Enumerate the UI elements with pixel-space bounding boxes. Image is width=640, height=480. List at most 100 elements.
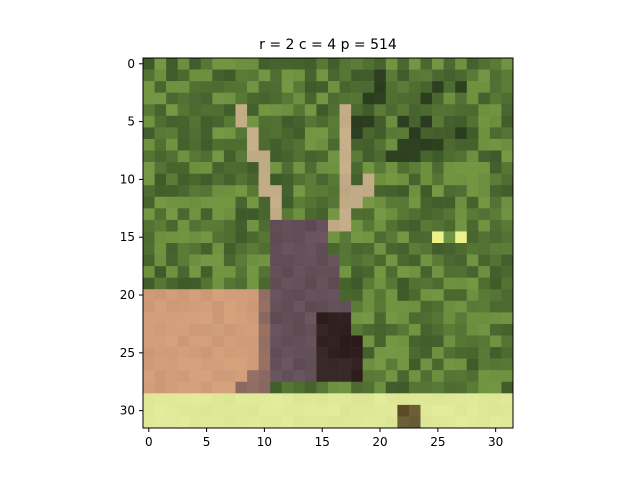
image-pixel [408, 58, 421, 70]
image-pixel [154, 69, 167, 82]
y-tick-label: 30 [120, 404, 135, 418]
image-pixel [293, 243, 306, 255]
image-pixel [443, 404, 456, 417]
image-pixel [351, 138, 363, 151]
image-pixel [501, 300, 514, 313]
image-pixel [223, 58, 236, 70]
image-pixel [362, 358, 375, 371]
image-pixel [501, 416, 514, 429]
image-pixel [351, 312, 363, 325]
image-pixel [328, 81, 340, 93]
image-pixel [489, 335, 502, 348]
image-pixel [489, 115, 502, 128]
image-pixel [501, 58, 514, 70]
image-pixel [189, 335, 202, 348]
image-pixel [362, 381, 375, 394]
image-pixel [466, 69, 479, 82]
image-pixel [270, 185, 283, 198]
image-pixel [362, 208, 375, 221]
image-pixel [455, 266, 468, 278]
image-pixel [293, 347, 306, 359]
image-pixel [316, 58, 329, 70]
image-pixel [143, 208, 155, 221]
image-pixel [166, 404, 178, 417]
image-pixel [200, 69, 213, 82]
image-pixel [304, 404, 317, 417]
image-pixel [247, 254, 259, 267]
image-pixel [223, 416, 236, 429]
image-pixel [328, 416, 340, 429]
image-pixel [154, 208, 167, 221]
image-pixel [374, 254, 387, 267]
image-pixel [177, 347, 190, 359]
image-pixel [177, 381, 190, 394]
image-pixel [432, 312, 444, 325]
image-pixel [316, 381, 329, 394]
image-pixel [362, 347, 375, 359]
image-pixel [328, 393, 340, 406]
image-pixel [235, 300, 248, 313]
image-pixel [397, 358, 410, 371]
image-pixel [351, 323, 363, 336]
image-pixel [420, 58, 433, 70]
image-pixel [351, 115, 363, 128]
image-pixel [166, 219, 178, 232]
image-pixel [374, 58, 387, 70]
image-pixel [455, 150, 468, 163]
image-pixel [478, 58, 491, 70]
image-pixel [200, 404, 213, 417]
image-pixel [177, 138, 190, 151]
image-pixel [420, 289, 433, 302]
image-pixel [293, 92, 306, 105]
image-pixel [408, 404, 421, 417]
image-pixel [408, 138, 421, 151]
image-pixel [501, 69, 514, 82]
image-pixel [351, 358, 363, 371]
image-pixel [143, 358, 155, 371]
image-pixel [466, 150, 479, 163]
image-pixel [166, 92, 178, 105]
image-pixel [374, 219, 387, 232]
image-pixel [397, 289, 410, 302]
image-pixel [408, 219, 421, 232]
image-pixel [235, 266, 248, 278]
image-pixel [501, 150, 514, 163]
image-pixel [374, 312, 387, 325]
image-pixel [304, 92, 317, 105]
image-pixel [432, 185, 444, 198]
image-pixel [304, 254, 317, 267]
image-pixel [212, 115, 225, 128]
image-pixel [397, 69, 410, 82]
image-pixel [235, 127, 248, 140]
image-pixel [143, 416, 155, 429]
image-pixel [362, 150, 375, 163]
image-pixel [200, 370, 213, 383]
image-pixel [304, 300, 317, 313]
image-pixel [143, 370, 155, 383]
image-pixel [455, 323, 468, 336]
image-pixel [443, 277, 456, 290]
image-pixel [351, 219, 363, 232]
image-pixel [374, 289, 387, 302]
image-pixel [223, 289, 236, 302]
image-pixel [304, 115, 317, 128]
image-pixel [466, 289, 479, 302]
image-pixel [478, 92, 491, 105]
image-pixel [212, 243, 225, 255]
image-pixel [281, 266, 294, 278]
image-pixel [177, 277, 190, 290]
image-pixel [351, 393, 363, 406]
image-pixel [247, 312, 259, 325]
image-pixel [466, 115, 479, 128]
image-pixel [212, 381, 225, 394]
image-pixel [154, 92, 167, 105]
image-pixel [397, 381, 410, 394]
image-pixel [374, 162, 387, 174]
image-pixel [351, 381, 363, 394]
image-pixel [316, 277, 329, 290]
image-pixel [408, 150, 421, 163]
image-pixel [189, 138, 202, 151]
image-pixel [223, 127, 236, 140]
image-pixel [166, 162, 178, 174]
image-pixel [247, 162, 259, 174]
